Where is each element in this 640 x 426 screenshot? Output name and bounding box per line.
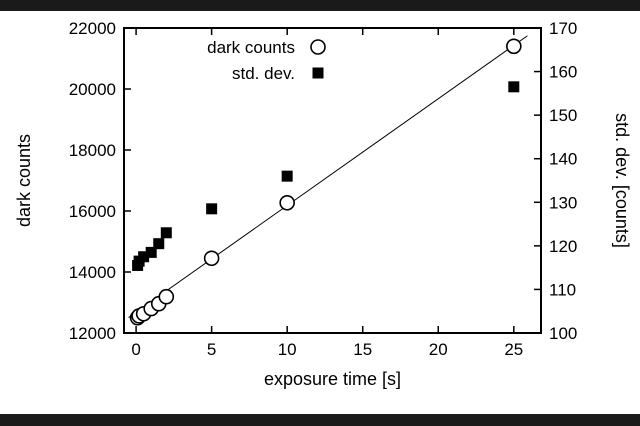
y-right-tick-label: 100: [549, 324, 577, 343]
data-point-std-dev: [138, 251, 150, 263]
data-point-std-dev: [153, 238, 165, 250]
y-right-tick-label: 130: [549, 193, 577, 212]
data-point-std-dev: [145, 246, 157, 258]
y-right-tick-label: 140: [549, 150, 577, 169]
data-point-dark-counts: [279, 194, 295, 211]
y-right-tick-label: 160: [549, 63, 577, 82]
scatter-plot: 0 5 10 15 20 25 12000 14000 16000 18000 20000 22000…: [14, 19, 632, 389]
legend-label: dark counts: [207, 38, 295, 57]
y-left-tick-label: 12000: [69, 324, 116, 343]
x-tick-label: 25: [504, 340, 523, 359]
letterbox-bottom-bar: [0, 414, 640, 426]
fit-line: [128, 35, 528, 319]
y-right-tick-label: 150: [549, 106, 577, 125]
x-tick-label: 15: [353, 340, 372, 359]
x-tick-label: 0: [131, 340, 140, 359]
data-point-std-dev: [281, 170, 293, 182]
data-point-dark-counts: [506, 38, 522, 55]
y-right-tick-label: 120: [549, 237, 577, 256]
y-left-tick-label: 14000: [69, 263, 116, 282]
y-left-tick-label: 16000: [69, 202, 116, 221]
plot-border: [123, 27, 542, 334]
data-point-std-dev: [206, 203, 218, 215]
legend-marker-open-circle: [310, 39, 326, 55]
data-point-dark-counts: [203, 250, 220, 267]
legend-marker-filled-square: [312, 67, 324, 79]
y-left-tick-label: 20000: [69, 80, 116, 99]
letterbox-top-bar: [0, 0, 640, 11]
x-tick-label: 10: [278, 340, 297, 359]
y-left-tick-label: 22000: [69, 19, 116, 38]
legend-label: std. dev.: [232, 64, 295, 83]
data-point-std-dev: [160, 227, 172, 239]
x-tick-label: 5: [207, 340, 216, 359]
data-point-std-dev: [508, 81, 520, 93]
y-right-tick-label: 170: [549, 19, 577, 38]
chart-area: 0 5 10 15 20 25 12000 14000 16000 18000 20000 22000…: [0, 11, 640, 414]
y-right-tick-label: 110: [549, 280, 576, 299]
x-tick-label: 20: [429, 340, 448, 359]
y-right-axis-label: std. dev. [counts]: [612, 113, 632, 248]
x-axis-label: exposure time [s]: [264, 369, 401, 389]
y-left-axis-label: dark counts: [14, 134, 34, 227]
data-point-dark-counts: [158, 288, 175, 305]
y-left-tick-label: 18000: [69, 141, 116, 160]
